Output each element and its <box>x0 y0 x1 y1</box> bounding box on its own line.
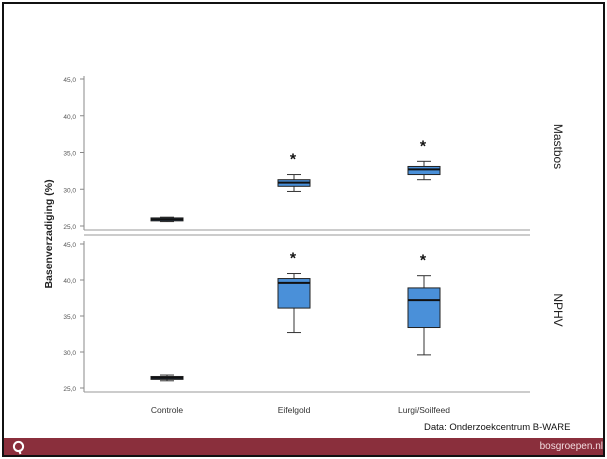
y-tick-label: 30,0 <box>63 350 76 357</box>
box-iqr <box>407 287 441 329</box>
x-category-label: Lurgi/Soilfeed <box>398 405 450 415</box>
significance-asterisk: * <box>420 138 427 155</box>
y-tick-label: 45,0 <box>63 242 76 249</box>
q-logo-icon <box>12 440 25 455</box>
y-tick-label: 30,0 <box>63 187 76 194</box>
footer-site-url: bosgroepen.nl <box>539 441 603 452</box>
box-iqr <box>407 165 441 176</box>
significance-asterisk: * <box>420 253 427 270</box>
y-tick-label: 40,0 <box>63 278 76 285</box>
y-tick-label: 35,0 <box>63 314 76 321</box>
data-source-note: Data: Onderzoekcentrum B-WARE <box>424 422 571 433</box>
y-tick-label: 45,0 <box>63 77 76 84</box>
boxplot-chart: Basenverzadiging (%) 25,0 30,0 35,0 40,0 45,0… <box>43 76 565 415</box>
significance-asterisk: * <box>290 152 297 169</box>
panel-label: NPHV <box>551 293 565 326</box>
x-category-label: Controle <box>151 405 183 415</box>
x-category-label: Eifelgold <box>278 405 311 415</box>
y-tick-label: 35,0 <box>63 151 76 158</box>
y-tick-label: 40,0 <box>63 114 76 121</box>
y-tick-label: 25,0 <box>63 386 76 393</box>
footer-bar: bosgroepen.nl <box>4 438 603 455</box>
y-tick-label: 25,0 <box>63 224 76 231</box>
y-axis-label: Basenverzadiging (%) <box>43 179 55 288</box>
panel-label: Mastbos <box>551 124 565 169</box>
significance-asterisk: * <box>290 251 297 268</box>
